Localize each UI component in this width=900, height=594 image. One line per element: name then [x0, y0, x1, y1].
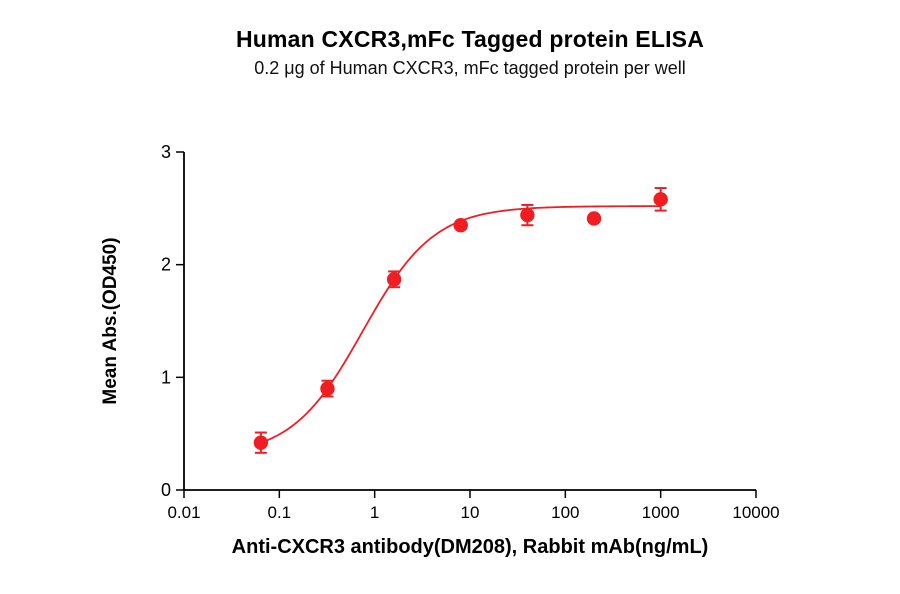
data-point-marker — [320, 381, 335, 396]
data-point-marker — [586, 211, 602, 226]
x-axis-ticks: 0.01 0.1 1 10 100 1000 10000 — [167, 490, 780, 522]
svg-text:1000: 1000 — [642, 503, 680, 522]
data-point-marker — [253, 435, 269, 450]
y-axis-label: Mean Abs.(OD450) — [100, 237, 121, 405]
chart-subtitle: 0.2 μg of Human CXCR3, mFc tagged protei… — [254, 58, 686, 78]
data-point-marker — [653, 192, 668, 207]
svg-text:10000: 10000 — [732, 503, 779, 522]
data-point-marker — [386, 272, 402, 287]
svg-text:0.01: 0.01 — [167, 503, 200, 522]
svg-text:1: 1 — [370, 503, 379, 522]
data-point-marker — [520, 207, 535, 223]
chart-title: Human CXCR3,mFc Tagged protein ELISA — [235, 26, 705, 52]
fit-curve — [260, 205, 661, 444]
y-axis-ticks: 0 1 2 3 — [161, 142, 184, 500]
svg-text:10: 10 — [461, 503, 480, 522]
svg-text:100: 100 — [551, 503, 579, 522]
svg-text:1: 1 — [161, 367, 171, 387]
x-axis-label: Anti-CXCR3 antibody(DM208), Rabbit mAb(n… — [231, 536, 709, 558]
data-point-marker — [453, 218, 468, 233]
data-points — [253, 187, 668, 454]
svg-text:0.1: 0.1 — [268, 503, 292, 522]
svg-text:2: 2 — [161, 255, 171, 275]
svg-text:0: 0 — [161, 480, 171, 500]
svg-text:3: 3 — [161, 142, 171, 162]
